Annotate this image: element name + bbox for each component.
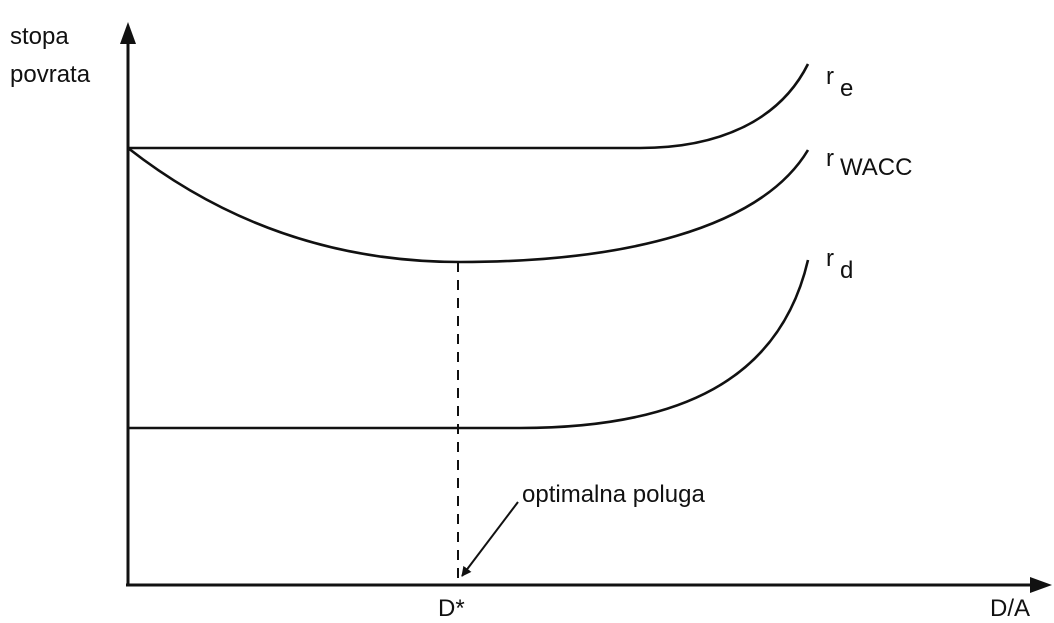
y-label: stopa <box>10 23 69 50</box>
curve-rwacc <box>127 146 810 264</box>
curve-symbol: r <box>826 245 834 272</box>
curve-subscript: e <box>840 75 853 102</box>
y-label: povrata <box>10 61 91 88</box>
x-label: D/A <box>990 595 1030 622</box>
curve-subscript: WACC <box>840 154 912 181</box>
annotation: optimalna poluga <box>522 481 705 508</box>
x-axis-arrow <box>1030 577 1052 593</box>
curve-rd <box>128 259 810 430</box>
curve-subscript: d <box>840 257 853 284</box>
y-axis-arrow <box>120 22 136 44</box>
x-mark: D* <box>438 595 465 622</box>
curve-symbol: r <box>826 145 834 172</box>
curve-symbol: r <box>826 63 834 90</box>
curve-re <box>128 63 810 150</box>
annotation-arrow <box>461 501 519 577</box>
